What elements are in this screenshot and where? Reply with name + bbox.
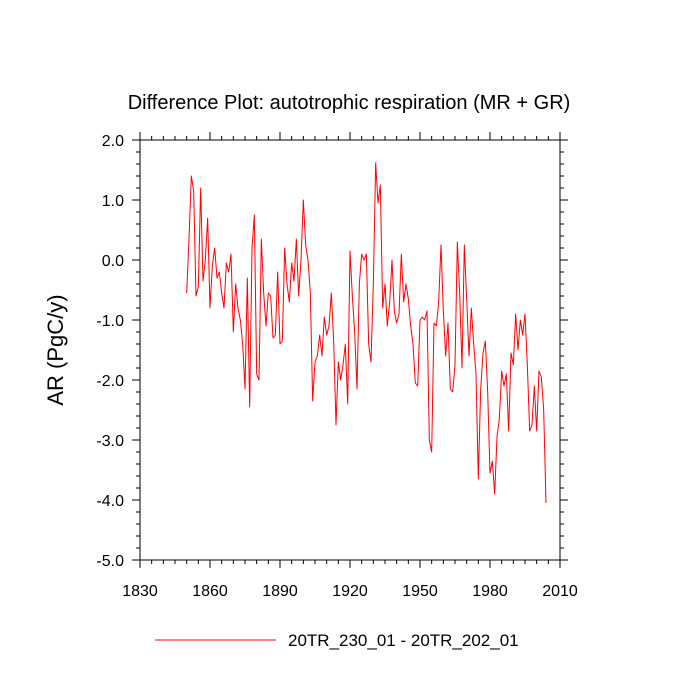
legend: 20TR_230_01 - 20TR_202_01	[155, 631, 519, 650]
series-layer	[186, 162, 547, 504]
y-tick-label: 0.0	[102, 253, 124, 270]
x-tick-label: 1860	[192, 583, 228, 600]
y-tick-label: -4.0	[96, 493, 124, 510]
y-tick-label: -2.0	[96, 373, 124, 390]
x-tick-label: 1890	[262, 583, 298, 600]
y-tick-label: -3.0	[96, 433, 124, 450]
y-tick-label: -5.0	[96, 553, 124, 570]
series-line	[186, 162, 547, 504]
y-tick-label: -1.0	[96, 313, 124, 330]
plot-frame	[139, 139, 561, 561]
y-tick-label: 2.0	[102, 133, 124, 150]
x-tick-label: 2010	[542, 583, 578, 600]
x-tick-label: 1920	[332, 583, 368, 600]
plot-border	[139, 139, 561, 561]
y-axis-ticks: 2.0 1.0 0.0 -1.0 -2.0 -3.0 -4.0 -5.0	[96, 133, 568, 570]
y-tick-label: 1.0	[102, 193, 124, 210]
y-axis-label: AR (PgC/y)	[43, 294, 68, 405]
chart-title: Difference Plot: autotrophic respiration…	[128, 92, 571, 114]
legend-label: 20TR_230_01 - 20TR_202_01	[288, 631, 519, 650]
x-tick-label: 1830	[122, 583, 158, 600]
x-tick-label: 1980	[472, 583, 508, 600]
x-tick-label: 1950	[402, 583, 438, 600]
x-axis-ticks: 1830 1860 1890 1920 1950 1980 2010	[122, 132, 578, 600]
